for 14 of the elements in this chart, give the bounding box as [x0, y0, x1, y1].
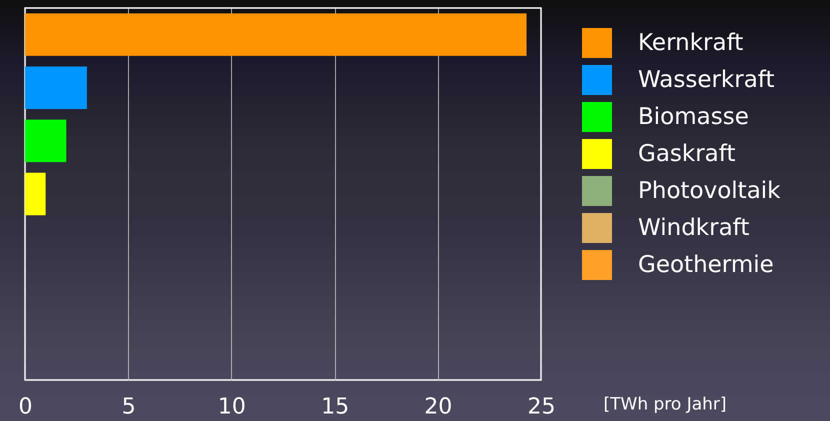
- x-tick-label: 10: [218, 394, 246, 420]
- legend-label: Kernkraft: [638, 30, 744, 56]
- x-axis-title: [TWh pro Jahr]: [604, 394, 727, 414]
- x-tick-label: 5: [122, 394, 136, 420]
- legend-label: Windkraft: [638, 215, 750, 241]
- x-tick-label: 25: [528, 394, 556, 420]
- legend-label: Wasserkraft: [638, 67, 775, 93]
- x-tick-label: 0: [18, 394, 32, 420]
- x-tick-label: 15: [321, 394, 350, 420]
- legend-label: Geothermie: [638, 252, 774, 278]
- legend-label: Photovoltaik: [638, 178, 782, 204]
- legend-label: Gaskraft: [638, 141, 736, 167]
- legend-label: Biomasse: [638, 104, 749, 130]
- x-tick-label: 20: [424, 394, 452, 420]
